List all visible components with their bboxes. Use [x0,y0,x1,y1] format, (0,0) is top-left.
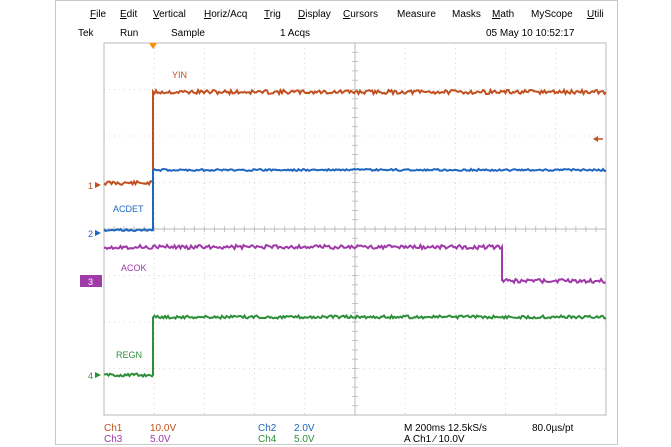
trigger-level-icon[interactable] [593,136,603,142]
ch1-readout-label[interactable]: Ch1 [104,423,123,434]
ch3-ground-marker[interactable]: 3 [80,275,102,287]
menu-horiz-acq[interactable]: Horiz/Acq [204,9,248,20]
ch3-readout-label[interactable]: Ch3 [104,434,123,445]
ch4-scale[interactable]: 5.0V [294,434,315,445]
menu-vertical[interactable]: Vertical [153,9,186,20]
ch4-ground-marker[interactable]: 4 [88,371,101,381]
ch4-trace-label: REGN [116,350,142,360]
traces [103,87,607,379]
ch4-marker-number: 4 [88,371,93,381]
ch3-trace-label: ACOK [121,263,147,273]
menu-cursors[interactable]: Cursors [343,9,379,20]
menu-math[interactable]: Math [492,9,515,20]
menu-myscope[interactable]: MyScope [531,9,573,20]
menu-trig[interactable]: Trig [264,9,281,20]
ch3-marker-number: 3 [88,277,93,287]
ch4-waveform [103,313,607,379]
acquisition-count: 1 Acqs [280,28,311,39]
acquisition-mode: Sample [171,28,205,39]
menu-bar: File Edit Vertical Horiz/Acq Trig Display Curs… [56,9,619,25]
ch2-scale[interactable]: 2.0V [294,423,315,434]
ch3-waveform [103,242,606,285]
trigger-position-icon[interactable] [149,43,157,49]
brand-label: Tek [78,28,94,39]
menu-utili[interactable]: Utili [587,9,604,20]
ch3-scale[interactable]: 5.0V [150,434,171,445]
ch2-ground-marker[interactable]: 2 [88,229,101,239]
ch4-readout-label[interactable]: Ch4 [258,434,277,445]
scope-window: File Edit Vertical Horiz/Acq Trig Display Curs… [55,0,618,445]
ch1-waveform [103,87,607,187]
ch2-waveform [103,167,607,232]
menu-display[interactable]: Display [298,9,331,20]
ch1-trace-label: YIN [172,70,187,80]
ch2-trace-label: ACDET [113,204,144,214]
ch2-marker-number: 2 [88,229,93,239]
trigger-readout[interactable]: A Ch1 ∕ 10.0V [404,434,465,445]
menu-file[interactable]: File [90,9,107,20]
date-time: 05 May 10 10:52:17 [486,28,575,39]
run-state[interactable]: Run [120,28,139,39]
resolution-readout: 80.0µs/pt [532,423,574,434]
ch2-readout-label[interactable]: Ch2 [258,423,277,434]
menu-edit[interactable]: Edit [120,9,138,20]
menu-masks[interactable]: Masks [452,9,481,20]
menu-measure[interactable]: Measure [397,9,436,20]
ch1-scale[interactable]: 10.0V [150,423,177,434]
timebase-readout[interactable]: M 200ms 12.5kS/s [404,423,487,434]
graticule [103,42,607,416]
ch1-marker-number: 1 [88,181,93,191]
ch1-ground-marker[interactable]: 1 [88,181,101,191]
